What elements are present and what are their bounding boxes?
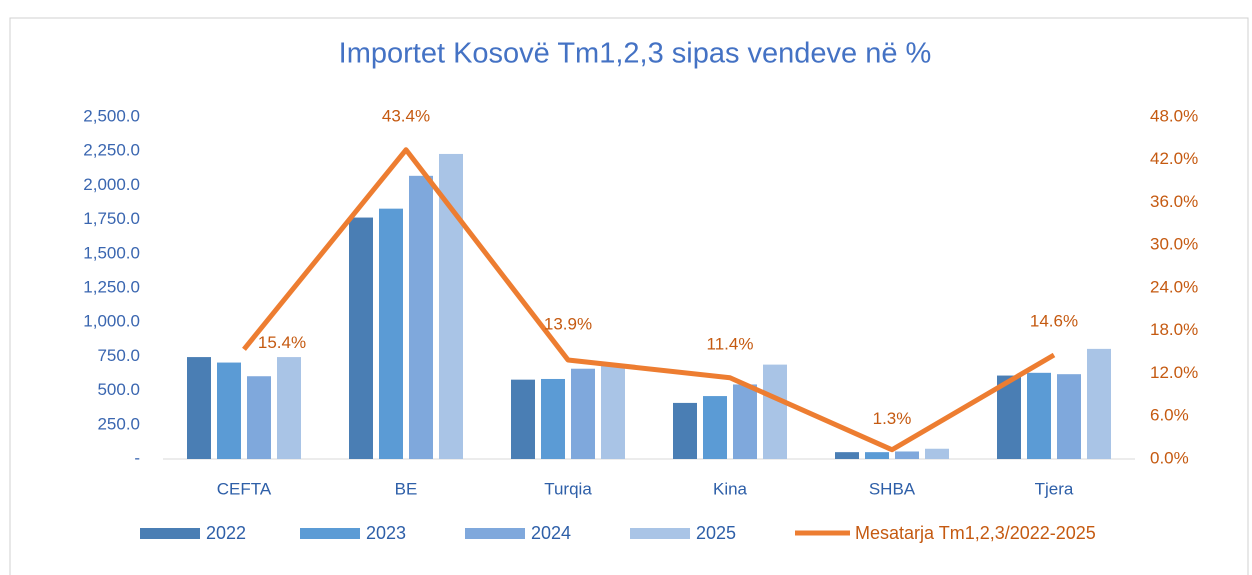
bar — [187, 357, 211, 459]
x-tick-label: Kina — [713, 479, 748, 498]
y2-tick-label: 36.0% — [1150, 192, 1198, 211]
bar — [865, 452, 889, 459]
legend-swatch — [630, 528, 690, 539]
bar — [379, 208, 403, 459]
y2-tick-label: 12.0% — [1150, 363, 1198, 382]
bar — [895, 451, 919, 459]
bar — [571, 368, 595, 459]
line — [242, 147, 1056, 453]
y2-tick-label: 6.0% — [1150, 406, 1189, 425]
bar — [511, 379, 535, 459]
bar — [925, 448, 949, 459]
bar — [835, 452, 859, 459]
y-tick-label: 500.0 — [97, 380, 140, 399]
y2-tick-label: 30.0% — [1150, 235, 1198, 254]
data-label: 14.6% — [1030, 311, 1078, 330]
bar — [217, 362, 241, 459]
chart-frame — [9, 17, 1249, 575]
data-label: 43.4% — [382, 106, 430, 125]
legend-label: 2025 — [696, 523, 736, 543]
data-label: 11.4% — [707, 334, 754, 353]
legend-swatch — [465, 528, 525, 539]
bar — [673, 402, 697, 459]
data-label: 13.9% — [544, 314, 592, 333]
bar — [247, 376, 271, 459]
legend-label: 2023 — [366, 523, 406, 543]
x-tick-label: SHBA — [869, 479, 916, 498]
data-label: 15.4% — [258, 333, 306, 352]
bar — [277, 357, 301, 459]
y-tick-label: 250.0 — [97, 414, 140, 433]
bar — [409, 175, 433, 459]
y-tick-label: - — [134, 448, 140, 467]
bar — [601, 364, 625, 459]
y2-tick-label: 42.0% — [1150, 149, 1198, 168]
legend-label: 2024 — [531, 523, 571, 543]
bar — [733, 384, 757, 459]
bar — [1057, 374, 1081, 459]
y-tick-label: 1,000.0 — [83, 312, 140, 331]
y2-tick-label: 0.0% — [1150, 448, 1189, 467]
x-tick-label: Tjera — [1035, 479, 1074, 498]
x-tick-label: BE — [395, 479, 418, 498]
y-tick-label: 2,500.0 — [83, 106, 140, 125]
y-tick-label: 1,500.0 — [83, 243, 140, 262]
y-tick-label: 1,250.0 — [83, 277, 140, 296]
bar — [703, 396, 727, 459]
y-tick-label: 2,000.0 — [83, 175, 140, 194]
bar — [763, 364, 787, 459]
chart-title: Importet Kosovë Tm1,2,3 sipas vendeve në… — [339, 38, 932, 70]
y2-tick-label: 18.0% — [1150, 320, 1198, 339]
x-tick-label: Turqia — [544, 479, 592, 498]
y2-tick-label: 24.0% — [1150, 277, 1198, 296]
bar — [1087, 348, 1111, 459]
bar — [541, 378, 565, 459]
bar — [1027, 372, 1051, 459]
y2-tick-label: 48.0% — [1150, 106, 1198, 125]
legend-label: 2022 — [206, 523, 246, 543]
data-label: 1.3% — [873, 409, 912, 428]
bar — [349, 217, 373, 459]
x-tick-label: CEFTA — [217, 479, 272, 498]
bar — [997, 375, 1021, 459]
y-tick-label: 1,750.0 — [83, 209, 140, 228]
legend-label: Mesatarja Tm1,2,3/2022-2025 — [855, 523, 1096, 543]
legend-swatch — [140, 528, 200, 539]
legend-swatch — [300, 528, 360, 539]
y-tick-label: 2,250.0 — [83, 141, 140, 160]
y-tick-label: 750.0 — [97, 346, 140, 365]
